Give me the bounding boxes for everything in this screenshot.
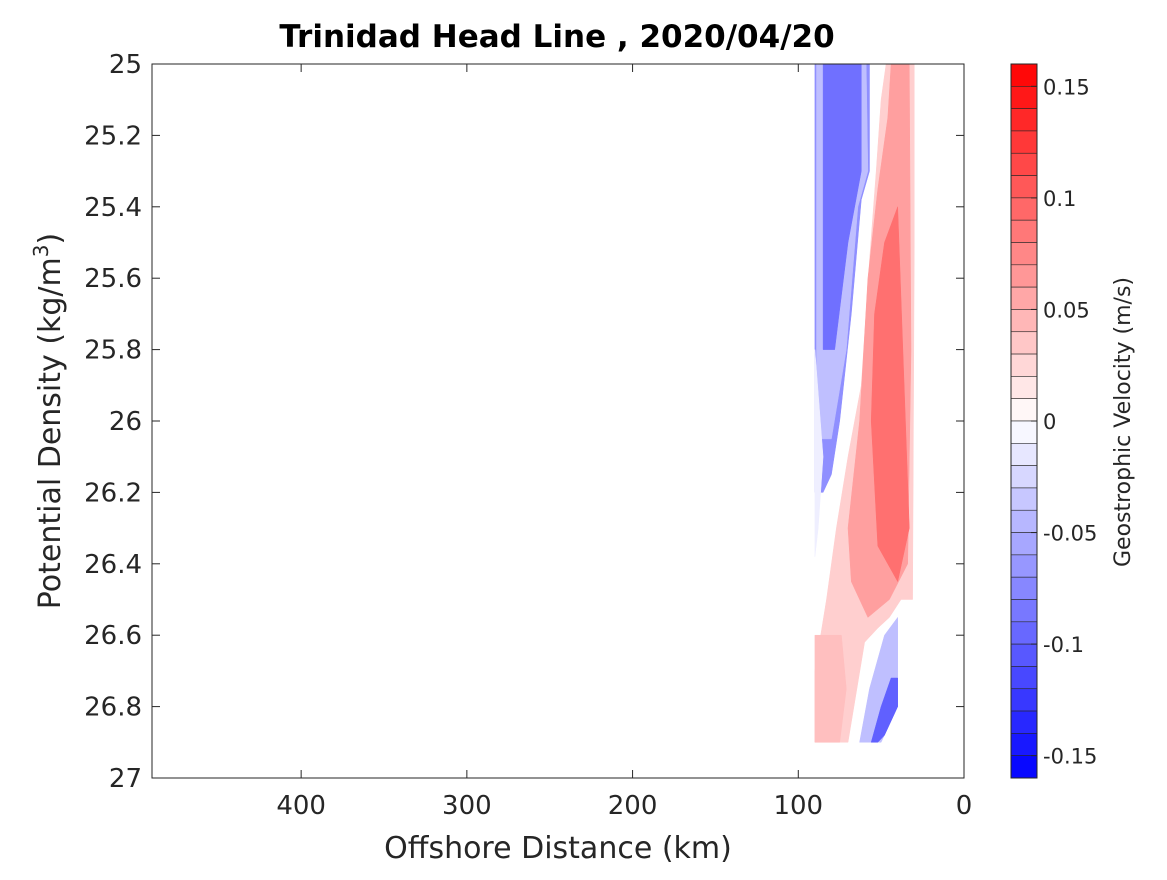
contour-region-lower-blue-core xyxy=(870,677,898,743)
y-tick-label: 25.6 xyxy=(84,264,142,294)
colorbar-segment xyxy=(1010,376,1038,399)
colorbar-segment xyxy=(1010,755,1038,779)
contour-regions xyxy=(814,63,915,743)
colorbar-segment xyxy=(1010,309,1038,333)
colorbar-segment xyxy=(1010,175,1038,199)
plot-area xyxy=(151,63,965,779)
colorbar-tick-label: -0.1 xyxy=(1043,633,1084,657)
y-axis-label: Potential Density (kg/m3) xyxy=(29,233,68,609)
y-tick-label: 25.4 xyxy=(84,193,142,223)
colorbar-segment xyxy=(1010,152,1038,176)
y-axis: 25 25.2 25.4 25.6 25.8 26 26.2 26.4 26.6 26.8 27 xyxy=(84,50,964,794)
colorbar-segment xyxy=(1010,576,1038,600)
colorbar-ticks: 0.15 0.1 0.05 0 -0.05 -0.1 -0.15 xyxy=(1031,75,1097,769)
y-tick-label: 26.4 xyxy=(84,550,142,580)
contour-region-offshore-blue-fringe xyxy=(814,349,824,557)
colorbar-segment xyxy=(1010,710,1038,734)
colorbar-segment xyxy=(1010,733,1038,756)
colorbar-segment xyxy=(1010,487,1038,511)
x-tick-label: 200 xyxy=(608,791,658,821)
y-tick-label: 26.8 xyxy=(84,693,142,723)
y-tick-label: 26.2 xyxy=(84,478,142,508)
colorbar-segment xyxy=(1010,532,1038,556)
colorbar-segment xyxy=(1010,197,1038,221)
colorbar-segment xyxy=(1010,219,1038,243)
x-axis-label: Offshore Distance (km) xyxy=(384,831,732,866)
colorbar-segment xyxy=(1010,108,1038,132)
colorbar-segment xyxy=(1010,353,1038,377)
colorbar-segment xyxy=(1010,398,1038,422)
colorbar-tick-label: -0.05 xyxy=(1043,522,1097,546)
colorbar-segment xyxy=(1010,509,1038,533)
colorbar-tick-label: 0.15 xyxy=(1043,75,1090,99)
colorbar-tick-label: -0.15 xyxy=(1043,745,1097,769)
x-axis: 400 300 200 100 0 xyxy=(276,64,972,821)
colorbar-segment xyxy=(1010,420,1038,444)
colorbar-segment xyxy=(1010,599,1038,623)
chart-title: Trinidad Head Line , 2020/04/20 xyxy=(279,19,834,55)
colorbar-label: Geostrophic Velocity (m/s) xyxy=(1111,277,1136,567)
x-tick-label: 400 xyxy=(276,791,326,821)
contour-region-nearshore-red-core xyxy=(870,206,910,583)
colorbar-segment xyxy=(1010,331,1038,355)
colorbar-segment xyxy=(1010,443,1038,466)
colorbar xyxy=(1010,63,1038,779)
colorbar-segment xyxy=(1010,286,1038,310)
colorbar-segment xyxy=(1010,465,1038,489)
x-tick-label: 300 xyxy=(442,791,492,821)
x-tick-label: 100 xyxy=(773,791,823,821)
y-tick-label: 25.8 xyxy=(84,336,142,366)
colorbar-segment xyxy=(1010,86,1038,109)
colorbar-segment xyxy=(1010,666,1038,690)
y-tick-label: 27 xyxy=(109,764,142,794)
colorbar-tick-label: 0.05 xyxy=(1043,298,1090,322)
x-tick-label: 0 xyxy=(956,791,973,821)
contour-region-lower-red-band xyxy=(814,634,847,743)
y-axis-label-main: Potential Density (kg/m xyxy=(33,257,68,609)
colorbar-segment xyxy=(1010,264,1038,288)
colorbar-segment xyxy=(1010,688,1038,712)
colorbar-segment xyxy=(1010,63,1038,87)
colorbar-segment xyxy=(1010,554,1038,578)
y-tick-label: 25 xyxy=(109,50,142,80)
colorbar-tick-label: 0.1 xyxy=(1043,187,1076,211)
colorbar-segment xyxy=(1010,621,1038,645)
colorbar-segment xyxy=(1010,643,1038,667)
colorbar-tick-label: 0 xyxy=(1043,410,1056,434)
y-axis-label-superscript: 3 xyxy=(29,244,53,257)
y-tick-label: 25.2 xyxy=(84,121,142,151)
colorbar-segment xyxy=(1010,242,1038,266)
colorbar-segment xyxy=(1010,130,1038,154)
y-axis-label-close: ) xyxy=(33,233,68,245)
y-tick-label: 26.6 xyxy=(84,621,142,651)
y-tick-label: 26 xyxy=(109,407,142,437)
